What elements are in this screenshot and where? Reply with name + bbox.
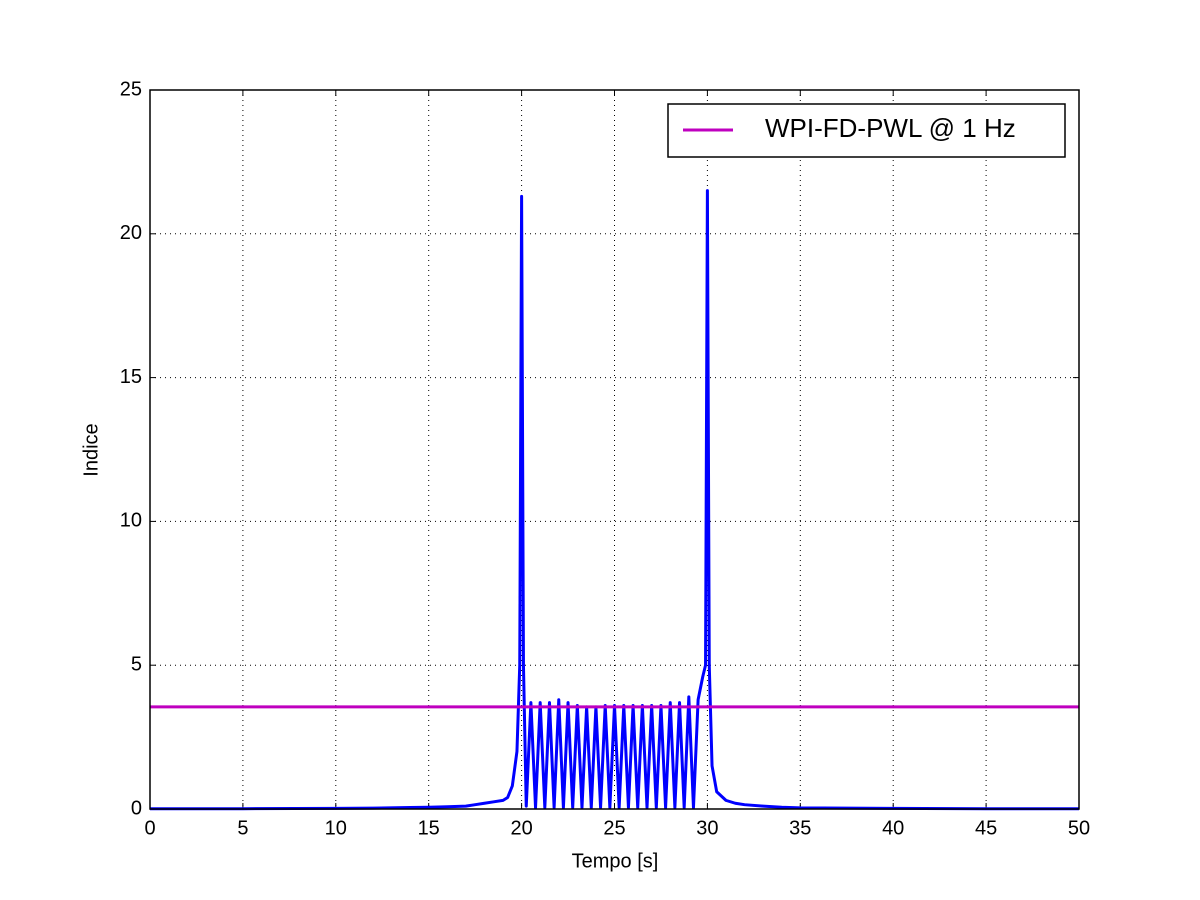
x-tick-label: 10 — [325, 817, 347, 839]
y-axis-label: Indice — [80, 423, 102, 476]
x-tick-label: 50 — [1068, 817, 1090, 839]
x-axis-label: Tempo [s] — [572, 850, 659, 872]
y-tick-label: 15 — [120, 366, 142, 388]
plot-frame — [149, 89, 1080, 810]
x-tick-label: 0 — [144, 817, 155, 839]
x-tick-label: 45 — [975, 817, 997, 839]
y-tick-label: 25 — [120, 78, 142, 100]
x-tick-label: 15 — [418, 817, 440, 839]
x-tick-label: 35 — [789, 817, 811, 839]
x-tick-label: 20 — [510, 817, 532, 839]
data-line — [150, 189, 1079, 811]
legend-box — [667, 103, 1066, 158]
x-tick-label: 30 — [696, 817, 718, 839]
y-tick-label: 5 — [131, 653, 142, 675]
y-tick-label: 10 — [120, 510, 142, 532]
y-tick-label: 0 — [131, 797, 142, 819]
x-tick-label: 25 — [603, 817, 625, 839]
x-tick-label: 5 — [237, 817, 248, 839]
y-tick-label: 20 — [120, 222, 142, 244]
legend-label: WPI-FD-PWL @ 1 Hz — [765, 113, 1016, 143]
x-tick-label: 40 — [882, 817, 904, 839]
